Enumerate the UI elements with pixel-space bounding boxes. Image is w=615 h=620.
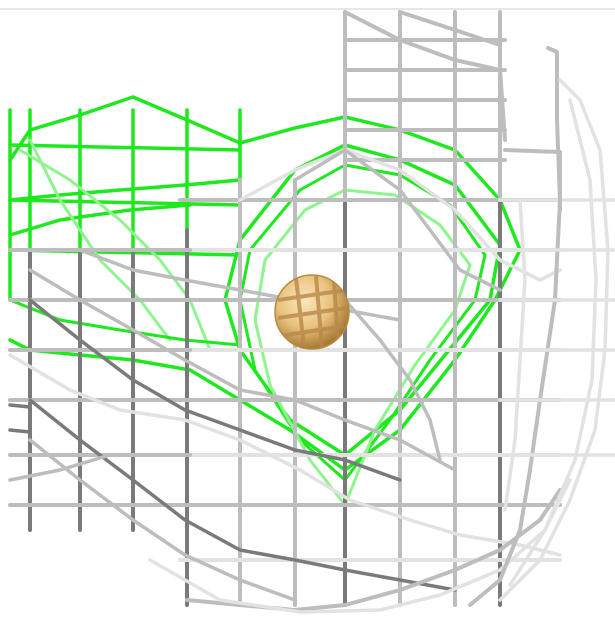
green-mesh-line — [238, 163, 487, 482]
green-mesh-line — [8, 143, 242, 152]
green-mesh-line — [223, 143, 502, 457]
green-mesh-line — [18, 148, 212, 352]
gray-mesh-line — [28, 268, 457, 472]
gray-mesh-line — [8, 403, 32, 409]
gray-mesh-line — [503, 198, 527, 512]
sphere-ligand-icon[interactable] — [274, 274, 350, 350]
gray-mesh-line — [148, 478, 572, 614]
gray-mesh-line — [28, 298, 402, 482]
gray-mesh-line — [8, 353, 562, 557]
green-mesh-line — [28, 138, 172, 342]
gray-mesh-line — [503, 148, 562, 212]
gray-mesh-line — [28, 438, 297, 602]
green-mesh-line — [8, 178, 242, 202]
gray-mesh-line — [343, 298, 442, 462]
gray-mesh-line — [238, 148, 562, 282]
green-mesh-line — [8, 95, 522, 472]
gray-mesh-line — [28, 398, 457, 592]
gray-mesh-line — [398, 10, 502, 47]
gray-mesh-line — [293, 148, 502, 292]
gray-mesh-line — [508, 98, 598, 587]
gray-mesh-line — [498, 78, 610, 602]
green-mesh-line — [8, 198, 242, 207]
gray-mesh-line — [8, 428, 32, 434]
gray-mesh-line — [8, 453, 112, 482]
green-mesh-line — [8, 298, 242, 347]
gray-density-mesh — [8, 10, 615, 614]
gray-mesh-line — [343, 10, 507, 142]
green-mesh-line — [8, 203, 192, 237]
